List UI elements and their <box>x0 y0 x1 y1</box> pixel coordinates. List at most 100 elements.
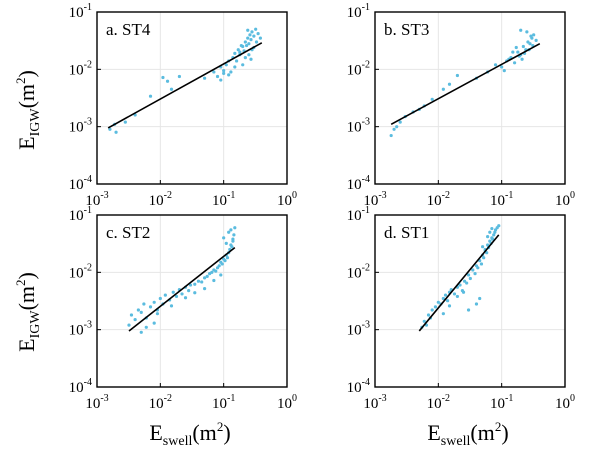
data-point <box>468 276 472 281</box>
data-point <box>152 300 156 304</box>
data-point <box>233 51 237 55</box>
data-point <box>481 245 485 249</box>
data-point <box>231 237 235 241</box>
data-point <box>161 75 165 80</box>
data-point <box>493 228 498 232</box>
data-point <box>466 273 471 277</box>
x-tick-label: 10-2 <box>427 190 450 209</box>
data-point <box>114 130 118 134</box>
data-point <box>214 269 218 273</box>
data-point <box>465 281 469 285</box>
data-point <box>210 270 214 274</box>
panel-label: b. ST3 <box>384 20 429 39</box>
plot-frame <box>374 11 566 185</box>
x-label-unit-sup: 2 <box>217 419 224 434</box>
data-point <box>171 290 175 294</box>
data-point <box>229 228 233 232</box>
data-point <box>474 302 479 306</box>
data-point <box>256 31 260 36</box>
data-point <box>148 94 153 98</box>
data-point <box>422 319 426 323</box>
data-point <box>127 323 131 327</box>
x-label-unit-open: (m <box>192 420 216 445</box>
data-point <box>502 69 506 73</box>
data-point <box>148 305 153 309</box>
data-point <box>246 28 250 32</box>
data-point <box>430 308 434 312</box>
plot-frame <box>96 214 288 388</box>
data-point <box>492 233 496 237</box>
data-point <box>236 48 240 52</box>
data-point <box>248 33 252 37</box>
data-point <box>258 36 262 40</box>
data-point <box>436 300 440 304</box>
y-label-unit-sup: 2 <box>13 77 28 84</box>
data-point <box>239 43 243 48</box>
data-point <box>222 71 226 75</box>
data-point <box>174 294 179 299</box>
data-point <box>247 53 251 57</box>
data-point <box>514 45 518 50</box>
x-tick-label: 10-3 <box>85 393 108 412</box>
x-tick-label: 10-3 <box>363 190 386 209</box>
data-point <box>193 282 197 286</box>
data-point <box>519 28 523 32</box>
data-point <box>441 296 445 301</box>
data-point <box>136 308 140 312</box>
x-tick-label: 10-1 <box>212 393 235 412</box>
data-point <box>193 291 197 295</box>
y-tick-label: 10-3 <box>347 117 370 136</box>
data-point <box>389 133 393 138</box>
data-point <box>447 304 452 308</box>
data-point <box>212 278 216 283</box>
x-tick-label: 10-3 <box>85 190 108 209</box>
data-point <box>224 63 228 67</box>
data-point <box>461 290 466 294</box>
data-point <box>497 224 501 228</box>
data-point <box>247 42 251 46</box>
y-label-unit-open: (m <box>14 286 39 310</box>
y-tick-label: 10-2 <box>69 262 92 281</box>
data-point <box>219 273 223 277</box>
data-point <box>455 294 459 299</box>
data-point <box>158 296 162 301</box>
x-axis-label-left: Eswell(m2) <box>149 419 230 449</box>
data-point <box>155 312 160 316</box>
data-point <box>223 259 227 263</box>
data-point <box>463 279 467 283</box>
data-point <box>230 245 234 249</box>
x-tick-label: 10-1 <box>212 190 235 209</box>
data-point <box>215 74 220 79</box>
data-point <box>473 272 477 276</box>
data-point <box>488 230 492 234</box>
data-point <box>490 226 494 231</box>
fit-line <box>128 246 236 332</box>
data-point <box>205 274 209 278</box>
data-point <box>144 325 148 329</box>
data-point <box>466 308 471 312</box>
data-point <box>246 36 250 40</box>
y-tick-label: 10-4 <box>69 377 92 396</box>
x-tick-label: 100 <box>277 393 297 412</box>
data-point <box>452 292 457 296</box>
data-point <box>212 70 216 74</box>
data-point <box>441 87 445 91</box>
data-point <box>177 74 181 79</box>
fit-line <box>107 42 263 129</box>
data-point <box>252 34 256 38</box>
x-label-unit-sup: 2 <box>495 419 502 434</box>
panel-label: d. ST1 <box>384 223 429 242</box>
data-point <box>227 73 231 77</box>
data-point <box>426 313 431 317</box>
data-point <box>234 59 239 63</box>
x-tick-label: 100 <box>555 190 575 209</box>
data-point <box>476 266 480 270</box>
data-point <box>229 70 233 74</box>
data-point <box>241 63 245 67</box>
y-tick-label: 10-2 <box>347 262 370 281</box>
